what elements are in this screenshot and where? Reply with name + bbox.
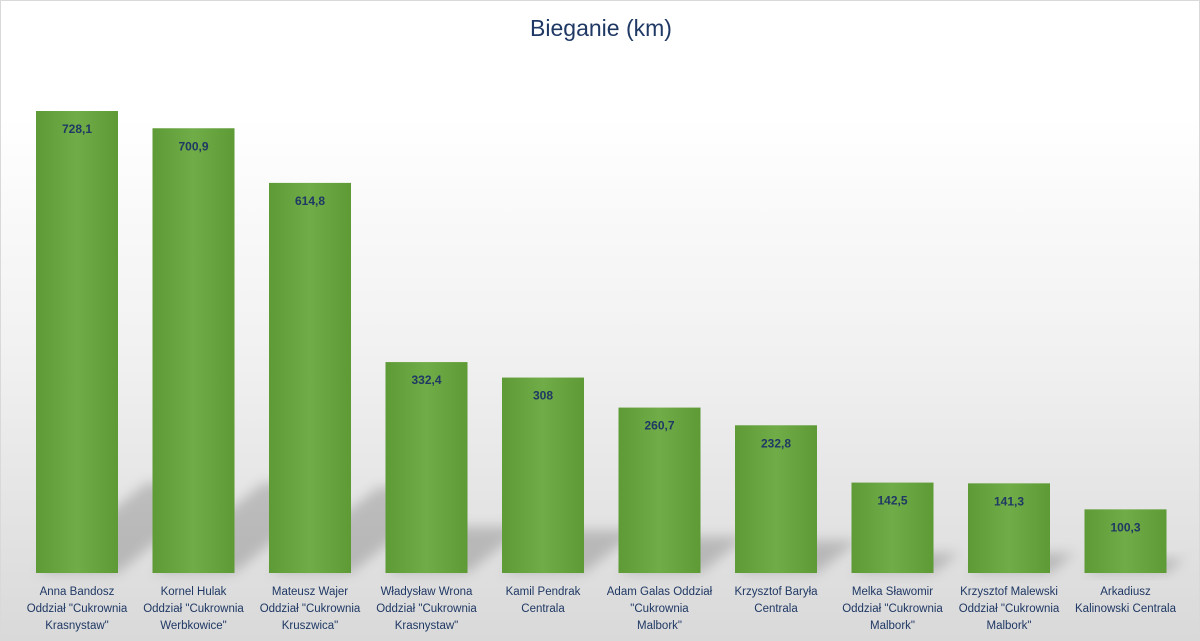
category-label-line: Krzysztof Malewski <box>960 586 1058 598</box>
category-label-line: Oddział "Cukrownia <box>376 603 477 615</box>
bar <box>152 128 235 574</box>
data-label: 332,4 <box>411 373 441 387</box>
category-label: Adam Galas Oddział "Cukrownia Malbork" <box>607 586 713 632</box>
category-label: Anna Bandosz Oddział "Cukrownia Krasnystaw… <box>27 586 128 632</box>
category-label-line: Oddział "Cukrownia <box>842 603 943 615</box>
category-label-line: Centrala <box>754 603 798 615</box>
category-label-line: Kalinowski Centrala <box>1075 603 1177 615</box>
category-label-line: Malbork" <box>987 620 1032 632</box>
bar <box>618 407 701 573</box>
bar <box>269 182 351 574</box>
bar <box>36 111 118 573</box>
bar <box>735 425 817 573</box>
category-label: Arkadiusz Kalinowski Centrala <box>1075 586 1177 615</box>
bar <box>1084 509 1167 573</box>
category-label-line: Centrala <box>521 603 565 615</box>
category-label: Władysław Wrona Oddział "Cukrownia Krasnys… <box>376 586 477 632</box>
bar <box>968 483 1050 573</box>
category-label: Kamil Pendrak Centrala <box>506 586 581 615</box>
category-label-line: Krasnystaw" <box>45 620 109 632</box>
category-label-line: "Cukrownia <box>630 603 689 615</box>
category-label-line: Werbkowice" <box>160 620 227 632</box>
bar <box>385 362 468 573</box>
category-label-line: Kamil Pendrak <box>506 586 581 598</box>
data-label: 614,8 <box>295 194 325 208</box>
category-label-line: Malbork" <box>637 620 682 632</box>
category-label-line: Oddział "Cukrownia <box>260 603 361 615</box>
category-label-line: Arkadiusz <box>1100 586 1151 598</box>
chart-title: Bieganie (km) <box>530 15 672 41</box>
data-label: 142,5 <box>877 494 907 508</box>
category-label: Mateusz Wajer Oddział "Cukrownia Kruszwica… <box>260 586 361 632</box>
data-label: 728,1 <box>62 122 92 136</box>
category-label-line: Malbork" <box>870 620 915 632</box>
category-label-line: Oddział "Cukrownia <box>27 603 128 615</box>
category-label-line: Oddział "Cukrownia <box>143 603 244 615</box>
category-label-line: Kornel Hulak <box>161 586 227 598</box>
data-label: 700,9 <box>178 139 208 153</box>
data-label: 260,7 <box>644 419 674 433</box>
category-label-line: Władysław Wrona <box>381 586 473 598</box>
data-label: 141,3 <box>994 494 1024 508</box>
bar <box>851 482 934 573</box>
data-label: 232,8 <box>761 436 791 450</box>
category-label-line: Krasnystaw" <box>395 620 459 632</box>
category-label-line: Krzysztof Baryła <box>734 586 818 598</box>
category-label-line: Melka Sławomir <box>852 586 933 598</box>
data-label: 308 <box>533 389 553 403</box>
category-label: Krzysztof Baryła Centrala <box>734 586 818 615</box>
category-label: Krzysztof Malewski Oddział "Cukrownia Malb… <box>959 586 1060 632</box>
category-label: Kornel Hulak Oddział "Cukrownia Werbkowice… <box>143 586 244 632</box>
category-label: Melka Sławomir Oddział "Cukrownia Malbork" <box>842 586 943 632</box>
bar <box>502 377 584 573</box>
category-label-line: Kruszwica" <box>282 620 338 632</box>
category-label-line: Anna Bandosz <box>40 586 115 598</box>
category-label-line: Oddział "Cukrownia <box>959 603 1060 615</box>
category-label-line: Adam Galas Oddział <box>607 586 713 598</box>
data-label: 100,3 <box>1110 520 1140 534</box>
category-label-line: Mateusz Wajer <box>272 586 348 598</box>
